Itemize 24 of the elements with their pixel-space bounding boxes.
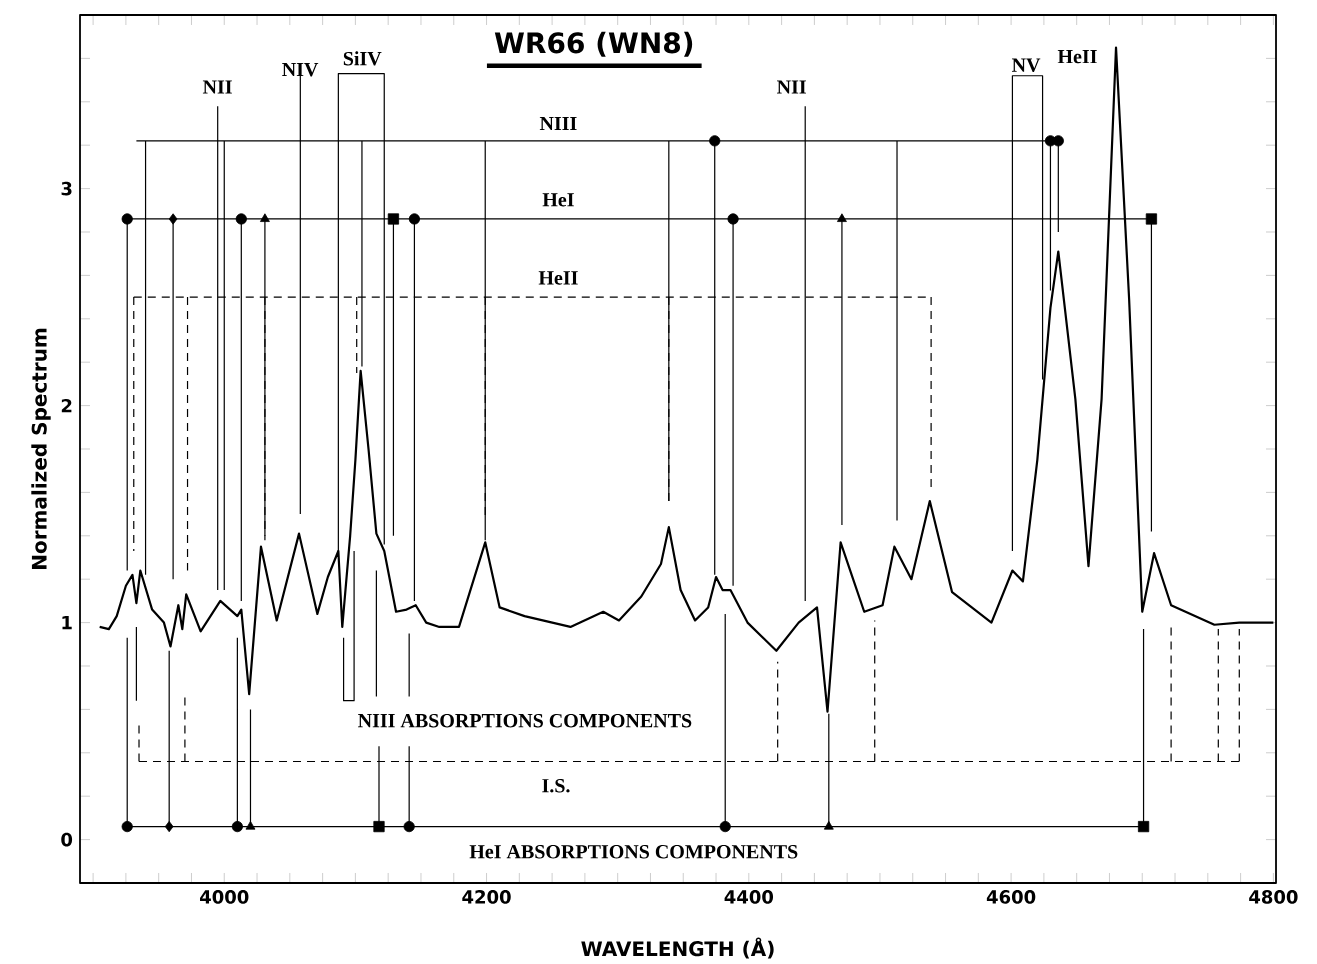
x-axis-title: WAVELENGTH (Å) [581, 937, 774, 959]
annotation: HeII [538, 271, 578, 285]
annotation: NII [202, 80, 232, 94]
x-tick-label: 4000 [200, 890, 249, 904]
y-tick-label: 3 [61, 181, 72, 196]
annotation: HeI ABSORPTIONS COMPONENTS [469, 845, 798, 859]
annotation: NII [777, 80, 806, 94]
y-axis-title: Normalized Spectrum [31, 328, 51, 569]
annotation: NIII [539, 116, 577, 131]
y-tick-label: 2 [61, 398, 72, 413]
y-tick-label: 1 [62, 616, 72, 630]
y-tick-label: 0 [61, 832, 73, 847]
annotation: SiIV [343, 51, 382, 66]
annotation: HeI [542, 193, 574, 207]
annotation: NIV [282, 62, 319, 77]
annotation: NV [1011, 58, 1041, 73]
x-tick-label: 4400 [724, 890, 774, 904]
text: WR66 (WN8) [494, 31, 693, 57]
annotation: I.S. [542, 779, 570, 793]
annotation: NIII ABSORPTIONS COMPONENTS [358, 713, 692, 728]
x-tick-label: 4600 [986, 890, 1036, 904]
x-tick-label: 4800 [1249, 890, 1298, 904]
x-tick-label: 4200 [462, 890, 511, 904]
annotation: HeII [1057, 50, 1097, 64]
